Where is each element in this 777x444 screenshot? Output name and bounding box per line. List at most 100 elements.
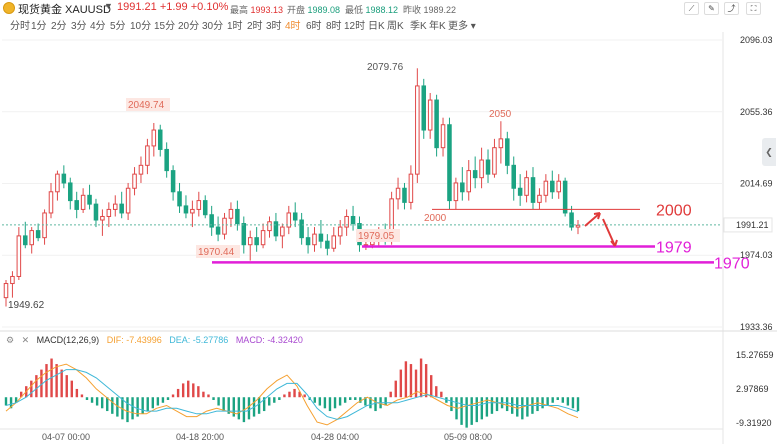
drawn-arrow-up <box>584 212 601 227</box>
candle-body <box>247 237 253 246</box>
interval-1[interactable]: 1分 <box>31 21 47 32</box>
time-tick-label: 04-07 00:00 <box>42 432 90 442</box>
candle-body <box>48 191 54 214</box>
interval-10[interactable]: 1时 <box>227 21 243 32</box>
macd-histogram-bar <box>90 397 94 403</box>
peak-label: 2049.74 <box>128 100 165 111</box>
macd-histogram-bar <box>227 397 230 414</box>
interval-4[interactable]: 4分 <box>90 21 106 32</box>
candle-body <box>305 237 311 246</box>
interval-19[interactable]: 季K <box>410 21 427 32</box>
macd-legend: ⚙ ✕ MACD(12,26,9) DIF: -7.43996 DEA: -5.… <box>6 335 308 347</box>
candle-body <box>241 223 247 246</box>
chevron-down-icon[interactable]: ▼ <box>104 1 113 11</box>
macd-histogram-bar <box>181 383 185 398</box>
interval-11[interactable]: 2时 <box>247 21 263 32</box>
macd-close-icon[interactable]: ✕ <box>21 335 30 345</box>
macd-histogram-bar <box>318 397 322 406</box>
macd-histogram-bar <box>430 375 433 398</box>
candle-body <box>421 85 427 131</box>
macd-histogram-bar <box>217 397 220 406</box>
interval-14[interactable]: 6时 <box>306 21 322 32</box>
macd-histogram-bar <box>126 397 129 423</box>
candle-body <box>440 124 446 149</box>
macd-histogram-bar <box>35 375 38 398</box>
macd-histogram-bar <box>424 364 428 398</box>
candle-body <box>157 129 163 150</box>
macd-histogram-bar <box>374 397 377 412</box>
interval-16[interactable]: 12时 <box>344 21 366 32</box>
macd-histogram-bar <box>475 397 478 423</box>
macd-histogram-bar <box>364 397 367 406</box>
interval-20[interactable]: 年K <box>429 21 446 32</box>
interval-6[interactable]: 10分 <box>130 21 152 32</box>
price-tick-label: 1974.03 <box>740 250 773 260</box>
macd-histogram-bar <box>343 397 347 403</box>
candle-body <box>415 85 420 175</box>
interval-9[interactable]: 30分 <box>202 21 224 32</box>
interval-18[interactable]: 周K <box>387 21 404 32</box>
interval-7[interactable]: 15分 <box>154 21 176 32</box>
candle-body <box>164 148 169 172</box>
interval-13[interactable]: 4时 <box>285 21 301 32</box>
level-label-1979: 1979 <box>656 239 692 256</box>
draw-tool-icon[interactable]: ✎ <box>704 2 719 15</box>
interval-8[interactable]: 20分 <box>178 21 200 32</box>
candle-body <box>132 173 137 189</box>
macd-histogram-bar <box>19 391 23 398</box>
interval-5[interactable]: 5分 <box>110 21 126 32</box>
high-value: 1993.13 <box>250 5 284 15</box>
line-tool-icon[interactable]: ⟋ <box>684 2 699 15</box>
macd-histogram-bar <box>490 397 494 414</box>
candle-body <box>479 159 484 179</box>
macd-histogram-bar <box>151 397 154 409</box>
macd-histogram-bar <box>273 397 276 403</box>
interval-15[interactable]: 8时 <box>326 21 342 32</box>
candle-body <box>280 226 285 237</box>
expand-icon[interactable]: ⛶ <box>746 2 761 15</box>
candle-body <box>35 230 41 239</box>
candle-body <box>408 173 414 203</box>
low-value: 1988.12 <box>365 5 399 15</box>
macd-histogram-bar <box>262 397 266 412</box>
macd-histogram-bar <box>30 380 33 398</box>
macd-histogram-bar <box>121 397 124 420</box>
macd-histogram-bar <box>95 397 99 406</box>
macd-histogram-bar <box>419 358 423 398</box>
macd-histogram-bar <box>384 397 387 406</box>
macd-histogram-bar <box>526 397 529 417</box>
macd-histogram-bar <box>106 397 109 412</box>
interval-17[interactable]: 日K <box>368 21 385 32</box>
candle-body <box>23 235 28 246</box>
interval-3[interactable]: 3分 <box>71 21 87 32</box>
macd-histogram-bar <box>116 397 119 417</box>
candle-body <box>74 200 79 210</box>
candle-body <box>100 215 105 221</box>
macd-histogram-bar <box>100 397 104 409</box>
price-change-pct: +0.10% <box>190 1 229 13</box>
candle-body <box>29 230 34 246</box>
macd-histogram-bar <box>232 397 235 417</box>
symbol-name[interactable]: 现货黄金 XAUUSD <box>18 4 111 16</box>
interval-21[interactable]: 更多 ▾ <box>448 21 476 32</box>
macd-histogram-bar <box>394 380 397 398</box>
interval-12[interactable]: 3时 <box>266 21 282 32</box>
macd-histogram-bar <box>460 397 463 425</box>
macd-histogram-bar <box>323 397 327 409</box>
macd-histogram-bar <box>257 397 261 414</box>
macd-histogram-bar <box>141 397 144 414</box>
macd-histogram-bar <box>80 394 84 398</box>
trend-tool-icon[interactable]: ⤴ <box>724 2 739 15</box>
candle-body <box>209 214 214 228</box>
candle-body <box>434 99 439 149</box>
peak-label: 1949.62 <box>8 300 45 311</box>
interval-0[interactable]: 分时 <box>10 21 30 32</box>
interval-2[interactable]: 2分 <box>51 21 67 32</box>
collapse-panel-button[interactable]: ❮ <box>762 138 776 166</box>
macd-histogram-bar <box>288 391 291 398</box>
candle-body <box>3 283 9 299</box>
peak-label: 1979.05 <box>358 231 395 242</box>
candle-body <box>125 187 131 214</box>
macd-settings-icon[interactable]: ⚙ <box>6 335 15 345</box>
